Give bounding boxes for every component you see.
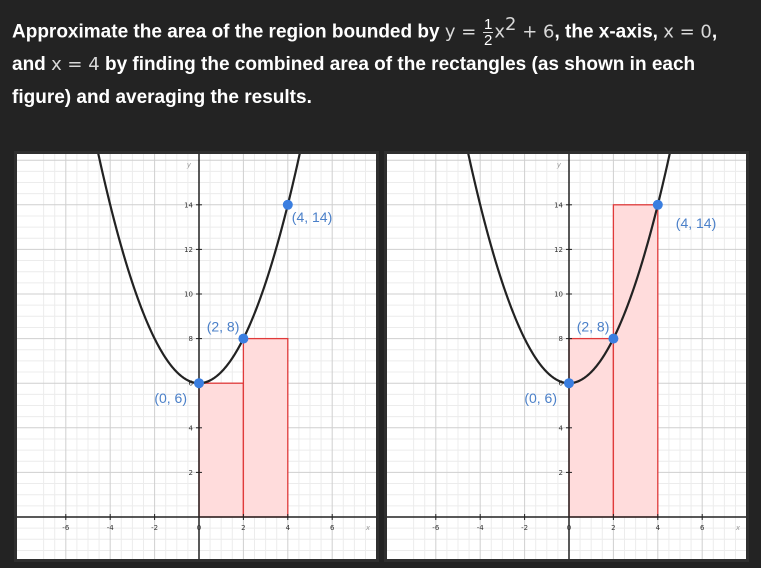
fraction-numerator: 1	[483, 15, 494, 33]
question-line-3: figure) and averaging the results.	[12, 87, 312, 109]
x-tick-label: 2	[241, 524, 245, 532]
y-tick-label: 8	[559, 335, 563, 343]
x-tick-label: 6	[700, 524, 705, 532]
graph-panel-left-endpoint: -6 -4 -2 0 2 4 6 2 4 6 8 10 12 14 x y (0, 6) (2, 8) (4, 14…	[14, 151, 379, 562]
math-x-equals-zero: x = 0	[663, 21, 712, 43]
point-marker	[194, 378, 204, 389]
y-axis-name: y	[186, 161, 192, 169]
x-tick-label: 2	[611, 524, 615, 532]
graph-right: -6 -4 -2 0 2 4 6 2 4 6 8 10 12 14 x y (0, 6) (2, 8) (4, 14…	[387, 154, 746, 559]
question-line-2: and x = 4 by finding the combined area o…	[12, 48, 752, 81]
point-label: (2, 8)	[207, 319, 240, 335]
graph-panel-right-endpoint: -6 -4 -2 0 2 4 6 2 4 6 8 10 12 14 x y (0, 6) (2, 8) (4, 14…	[384, 151, 749, 562]
question-text-part: Approximate the area of the region bound…	[12, 21, 445, 43]
x-tick-label: -6	[62, 524, 70, 532]
math-y: y	[444, 21, 456, 43]
point-label: (4, 14)	[292, 209, 332, 225]
x-tick-label: 0	[197, 524, 201, 532]
y-tick-label: 4	[189, 424, 194, 432]
point-marker	[282, 199, 293, 210]
math-x: x	[494, 21, 506, 43]
approximation-rectangle	[198, 382, 245, 518]
point-label: (4, 14)	[676, 215, 716, 231]
y-tick-label: 12	[184, 246, 193, 254]
point-marker	[564, 378, 574, 389]
point-label: (0, 6)	[524, 390, 557, 406]
math-x-equals-four: x = 4	[51, 54, 100, 76]
question-text-part: and	[12, 54, 52, 76]
grid-minor	[387, 154, 746, 559]
point-label: (0, 6)	[154, 390, 187, 406]
question-text-part: , the x-axis,	[554, 21, 664, 43]
x-tick-label: -4	[477, 524, 485, 532]
x-tick-label: -2	[151, 524, 158, 532]
point-marker	[238, 333, 249, 344]
math-plus-six: + 6	[516, 21, 555, 43]
grid-minor	[17, 154, 376, 559]
question-text-part: ,	[711, 21, 718, 43]
math-exponent: 2	[505, 14, 517, 35]
x-tick-label: -4	[107, 524, 115, 532]
fraction-denominator: 2	[484, 31, 493, 49]
x-tick-label: 4	[656, 524, 661, 532]
y-tick-label: 14	[554, 201, 563, 209]
y-tick-label: 14	[184, 201, 193, 209]
x-tick-label: 0	[567, 524, 571, 532]
approximation-rectangle	[242, 337, 289, 518]
y-tick-label: 2	[559, 469, 563, 477]
question-line-1: Approximate the area of the region bound…	[12, 8, 752, 48]
y-tick-label: 10	[184, 291, 193, 299]
y-tick-label: 2	[189, 469, 193, 477]
x-tick-label: 6	[330, 524, 335, 532]
question-text: Approximate the area of the region bound…	[12, 8, 752, 114]
point-label: (2, 8)	[577, 319, 610, 335]
y-tick-label: 6	[189, 380, 194, 388]
point-marker	[608, 333, 619, 344]
x-tick-label: -6	[432, 524, 440, 532]
x-axis-name: x	[365, 524, 371, 532]
y-tick-label: 12	[554, 246, 563, 254]
point-marker	[652, 199, 663, 210]
x-tick-label: -2	[521, 524, 528, 532]
y-tick-label: 4	[559, 424, 564, 432]
y-tick-label: 10	[554, 291, 563, 299]
math-equals: =	[455, 21, 483, 43]
approximation-rectangle	[568, 337, 615, 518]
graph-left: -6 -4 -2 0 2 4 6 2 4 6 8 10 12 14 x y (0, 6) (2, 8) (4, 14…	[17, 154, 376, 559]
question-text-part: by finding the combined area of the rect…	[99, 54, 696, 76]
y-tick-label: 8	[189, 335, 193, 343]
x-axis-name: x	[735, 524, 741, 532]
approximation-rectangle	[612, 204, 659, 518]
y-tick-label: 6	[559, 380, 564, 388]
y-axis-name: y	[556, 161, 562, 169]
x-tick-label: 4	[286, 524, 291, 532]
